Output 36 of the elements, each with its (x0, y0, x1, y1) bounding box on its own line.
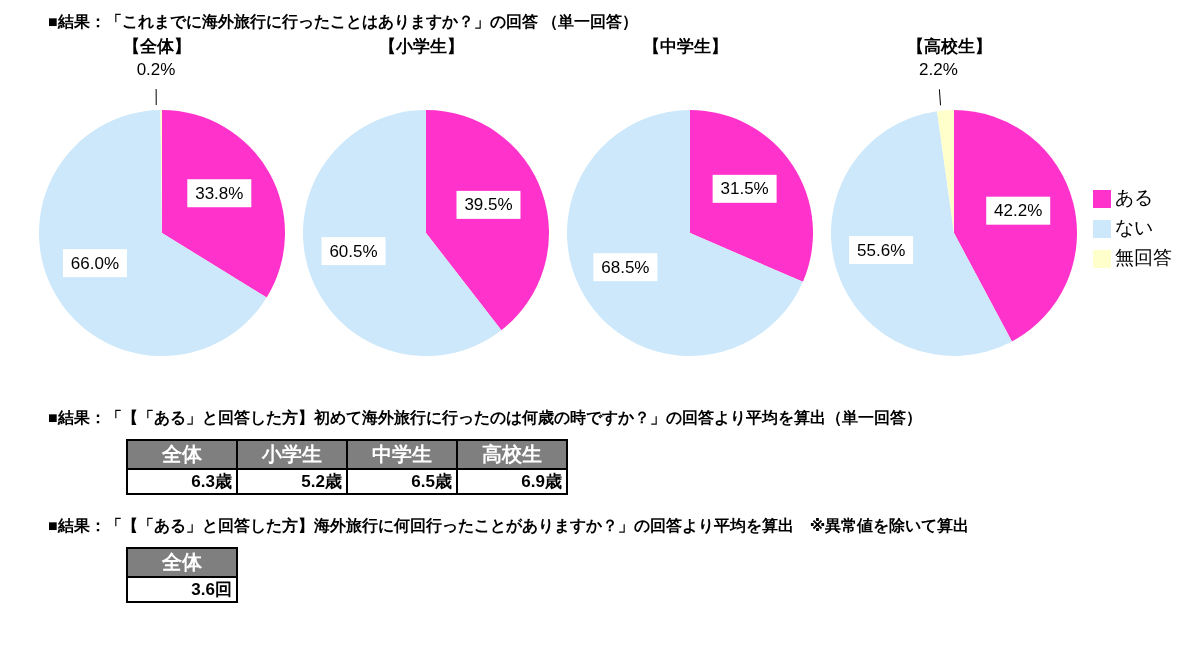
category-label: 全体 (127, 440, 237, 469)
pie-slice (567, 110, 803, 356)
legend-label: ない (1115, 217, 1153, 238)
text: 6.5歳 (411, 472, 452, 491)
pie-slice (937, 110, 954, 233)
text: 3.6回 (191, 580, 232, 599)
text: 5.2歳 (301, 472, 342, 491)
category-label: 小学生 (237, 440, 347, 469)
data-label: 33.8% (195, 183, 244, 203)
text: ■結果：「これまでに海外旅行に行ったことはありますか？」の回答 （単一回答） (48, 12, 639, 32)
chart-title: 【高校生】 (906, 37, 992, 56)
pie-slice (39, 110, 267, 356)
data-label: 31.5% (720, 179, 769, 199)
data-label: 0.2% (136, 59, 176, 79)
data-label: 68.5% (601, 257, 650, 277)
chart-title: 【中学生】 (641, 36, 729, 58)
data-label: 60.5% (329, 241, 378, 261)
data-label: 42.2% (994, 201, 1043, 221)
category-label: 高校生 (457, 440, 567, 469)
legend-label: ある (1115, 187, 1153, 208)
data-label: 2.2% (919, 59, 958, 79)
text: ■結果：「【「ある」と回答した方】海外旅行に何回行ったことがありますか？」の回答より平均を算出 ※異常値を除いて算出 (48, 516, 970, 536)
pie-slice (954, 110, 1077, 342)
category-label: 全体 (127, 548, 237, 577)
text: ■結果：「【「ある」と回答した方】初めて海外旅行に行ったのは何歳の時ですか？」の回答より平均を算出（単一回答） (48, 408, 922, 428)
data-label: 66.0% (70, 253, 120, 273)
pie-slice (426, 110, 549, 331)
pie-slice (162, 110, 285, 298)
chart-title: 【小学生】 (377, 36, 465, 58)
data-label: 55.6% (857, 240, 906, 260)
text: 6.3歳 (191, 472, 232, 491)
chart-title: 【全体】 (123, 37, 191, 56)
text: 6.9歳 (521, 472, 562, 491)
data-label: 39.5% (464, 195, 513, 215)
category-label: 中学生 (347, 440, 457, 469)
legend-label: 無回答 (1115, 247, 1172, 268)
